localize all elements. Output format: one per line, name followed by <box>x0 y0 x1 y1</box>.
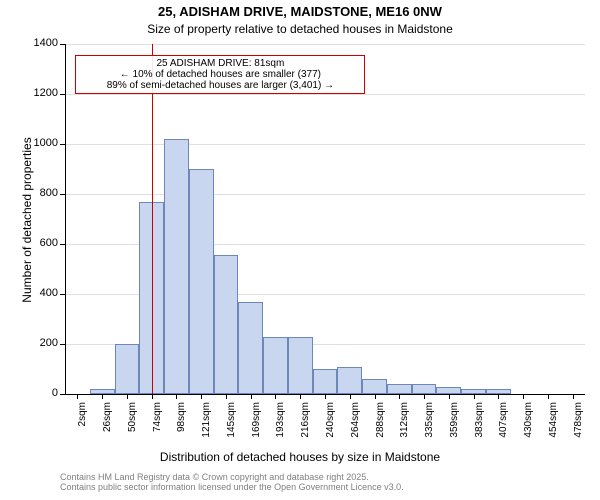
histogram-bar <box>313 369 338 394</box>
y-tick-label: 0 <box>20 387 58 399</box>
x-tick-label: 383sqm <box>474 402 485 452</box>
x-tick-label: 240sqm <box>325 402 336 452</box>
chart-title: 25, ADISHAM DRIVE, MAIDSTONE, ME16 0NW <box>0 4 600 19</box>
y-tick-label: 200 <box>20 337 58 349</box>
histogram-bar <box>263 337 288 395</box>
y-axis-label: Number of detached properties <box>20 70 34 370</box>
histogram-bar <box>412 384 437 394</box>
footer-line-1: Contains HM Land Registry data © Crown c… <box>60 472 404 482</box>
y-tick-label: 1400 <box>20 37 58 49</box>
x-tick-label: 26sqm <box>102 402 113 452</box>
grid-line <box>65 94 585 95</box>
footer-attribution: Contains HM Land Registry data © Crown c… <box>60 472 404 492</box>
callout-line: 89% of semi-detached houses are larger (… <box>80 80 360 91</box>
x-tick-label: 74sqm <box>152 402 163 452</box>
y-tick-label: 1200 <box>20 87 58 99</box>
x-tick-label: 288sqm <box>375 402 386 452</box>
grid-line <box>65 44 585 45</box>
property-marker-line <box>152 44 153 394</box>
x-tick-label: 98sqm <box>176 402 187 452</box>
x-tick-label: 169sqm <box>251 402 262 452</box>
x-tick-label: 454sqm <box>548 402 559 452</box>
x-tick-label: 312sqm <box>399 402 410 452</box>
x-tick-label: 264sqm <box>350 402 361 452</box>
x-tick-label: 478sqm <box>573 402 584 452</box>
plot-area: 02004006008001000120014002sqm26sqm50sqm7… <box>65 44 585 394</box>
x-tick-label: 335sqm <box>424 402 435 452</box>
histogram-bar <box>214 255 239 394</box>
histogram-bar <box>164 139 189 394</box>
x-tick-label: 430sqm <box>523 402 534 452</box>
y-tick-label: 400 <box>20 287 58 299</box>
x-tick-label: 2sqm <box>77 402 88 452</box>
y-tick-label: 1000 <box>20 137 58 149</box>
histogram-bar <box>189 169 214 394</box>
x-tick-label: 121sqm <box>201 402 212 452</box>
x-axis-label: Distribution of detached houses by size … <box>0 450 600 464</box>
callout-line: 25 ADISHAM DRIVE: 81sqm <box>80 58 360 69</box>
y-tick-label: 800 <box>20 187 58 199</box>
histogram-bar <box>288 337 313 395</box>
y-axis <box>65 44 66 394</box>
histogram-bar <box>362 379 387 394</box>
chart-subtitle: Size of property relative to detached ho… <box>0 22 600 36</box>
x-tick-label: 407sqm <box>498 402 509 452</box>
histogram-bar <box>387 384 412 394</box>
grid-line <box>65 144 585 145</box>
x-tick-label: 216sqm <box>300 402 311 452</box>
x-tick-label: 145sqm <box>226 402 237 452</box>
grid-line <box>65 194 585 195</box>
x-tick-label: 193sqm <box>275 402 286 452</box>
callout-line: ← 10% of detached houses are smaller (37… <box>80 69 360 80</box>
x-tick-label: 50sqm <box>127 402 138 452</box>
histogram-bar <box>115 344 140 394</box>
property-callout: 25 ADISHAM DRIVE: 81sqm← 10% of detached… <box>75 55 365 94</box>
x-axis <box>65 394 585 395</box>
histogram-bar <box>337 367 362 395</box>
histogram-bar <box>436 387 461 395</box>
histogram-bar <box>238 302 263 395</box>
y-tick-label: 600 <box>20 237 58 249</box>
footer-line-2: Contains public sector information licen… <box>60 482 404 492</box>
x-tick-label: 359sqm <box>449 402 460 452</box>
